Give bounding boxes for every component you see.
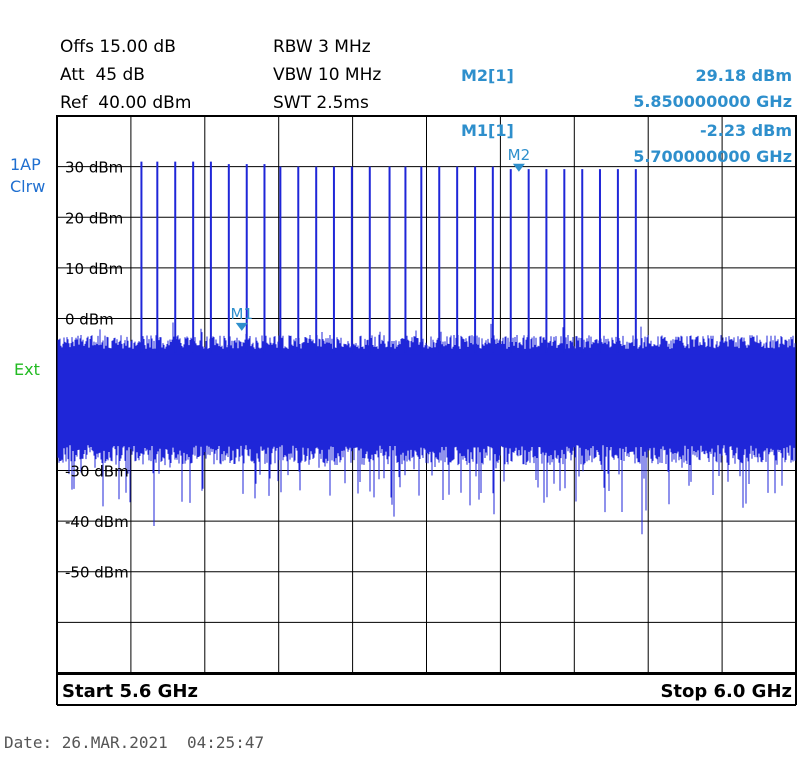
attenuation-readout: Att 45 dB <box>60 65 145 85</box>
y-tick-label: 30 dBm <box>65 159 123 177</box>
reference-level-readout: Ref 40.00 dBm <box>60 93 192 113</box>
footer-border <box>57 673 796 675</box>
external-reference-indicator: Ext <box>14 360 40 379</box>
y-tick-label: 20 dBm <box>65 209 123 227</box>
marker1-level: -2.23 dBm <box>699 121 792 140</box>
marker1-frequency: 5.700000000 GHz <box>633 147 792 166</box>
marker-triangle <box>235 322 248 331</box>
marker-label: M1 <box>231 305 254 323</box>
y-tick-label: 10 dBm <box>65 260 123 278</box>
y-tick-label: -30 dBm <box>65 462 129 480</box>
marker-label: M2 <box>508 146 531 164</box>
trace-mode-line2: Clrw <box>10 177 46 196</box>
start-frequency: Start 5.6 GHz <box>62 681 198 702</box>
stop-frequency: Stop 6.0 GHz <box>660 681 792 702</box>
offset-readout: Offs 15.00 dB <box>60 37 176 57</box>
rbw-readout: RBW 3 MHz <box>273 37 371 57</box>
vbw-readout: VBW 10 MHz <box>273 65 382 85</box>
y-tick-label: -40 dBm <box>65 513 129 531</box>
sweep-time-readout: SWT 2.5ms <box>273 93 369 113</box>
marker2-title: M2[1] <box>461 66 514 85</box>
marker2-frequency: 5.850000000 GHz <box>633 92 792 111</box>
marker1-title: M1[1] <box>461 121 514 140</box>
y-tick-label: -50 dBm <box>65 564 129 582</box>
marker-triangle <box>512 163 525 172</box>
noise-floor-band <box>58 354 795 442</box>
capture-date: Date: 26.MAR.2021 04:25:47 <box>4 733 265 752</box>
y-tick-label: 0 dBm <box>65 311 114 329</box>
trace-mode-line1: 1AP <box>10 155 41 174</box>
marker2-level: 29.18 dBm <box>695 66 793 85</box>
